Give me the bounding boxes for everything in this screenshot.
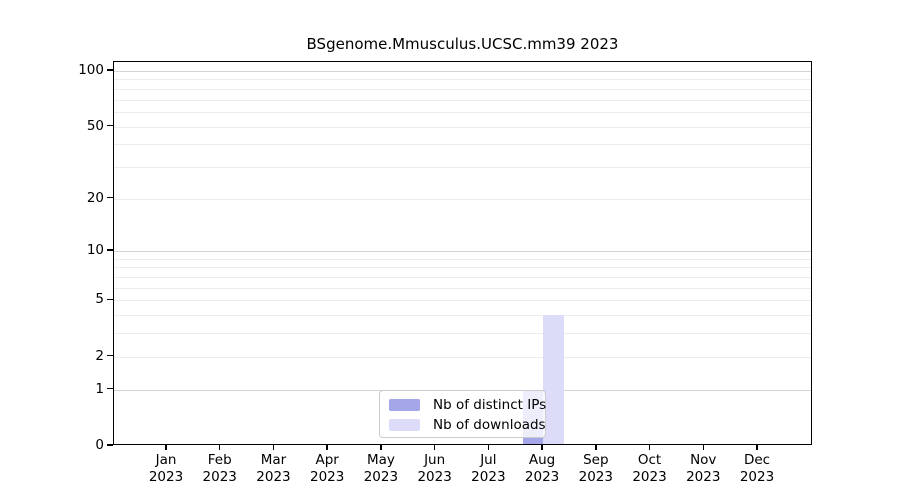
x-tick-label-year-feb: 2023 — [202, 469, 237, 485]
gridline-y-9 — [114, 258, 811, 260]
x-tick-nov — [702, 445, 705, 450]
x-tick-label-month-sep: Sep — [583, 452, 609, 468]
x-tick-label-month-mar: Mar — [260, 452, 287, 468]
gridline-y-6 — [114, 287, 811, 289]
x-tick-label-year-apr: 2023 — [309, 469, 345, 485]
gridline-y-40 — [114, 144, 811, 146]
legend-label-downloads: Nb of downloads — [433, 417, 546, 433]
x-tick-label-year-mar: 2023 — [256, 469, 291, 485]
x-tick-apr — [326, 445, 328, 450]
chart-title: BSgenome.Mmusculus.UCSC.mm39 2023 — [306, 35, 619, 53]
y-tick-label-20: 20 — [86, 189, 104, 206]
legend-label-distinct-ips: Nb of distinct IPs — [433, 397, 547, 413]
x-tick-label-year-jun: 2023 — [417, 469, 452, 485]
x-tick-may — [380, 445, 382, 450]
gridline-y-100 — [114, 71, 811, 72]
gridline-y-3 — [114, 333, 811, 335]
gridline-y-2 — [114, 356, 811, 358]
x-tick-label-year-jul: 2023 — [471, 469, 506, 485]
y-tick-100 — [107, 69, 113, 71]
x-tick-mar — [272, 445, 275, 450]
y-tick-label-0: 0 — [95, 437, 104, 453]
gridline-y-20 — [114, 198, 811, 200]
y-tick-10 — [107, 249, 113, 251]
y-tick-2 — [107, 354, 113, 357]
gridline-y-90 — [114, 79, 811, 81]
x-tick-jun — [433, 445, 436, 450]
legend-entry-distinct-ips: Nb of distinct IPs — [389, 395, 547, 415]
gridline-y-70 — [114, 99, 811, 101]
gridline-y-10 — [114, 251, 811, 253]
x-tick-oct — [648, 445, 651, 450]
x-tick-label-year-dec: 2023 — [739, 469, 775, 485]
x-tick-feb — [218, 445, 221, 450]
y-tick-label-2: 2 — [95, 347, 104, 364]
bar-downloads-aug — [543, 315, 564, 445]
x-tick-jan — [165, 445, 167, 450]
gridline-y-5 — [114, 300, 811, 302]
y-tick-5 — [107, 298, 113, 301]
x-tick-label-year-aug: 2023 — [524, 469, 560, 485]
y-tick-20 — [107, 196, 113, 199]
gridline-y-8 — [114, 267, 811, 269]
y-tick-label-5: 5 — [95, 291, 104, 308]
x-tick-label-month-aug: Aug — [528, 452, 556, 468]
legend: Nb of distinct IPs Nb of downloads — [379, 390, 546, 438]
plot-area — [113, 61, 812, 445]
x-tick-label-month-apr: Apr — [315, 452, 339, 468]
y-tick-label-100: 100 — [78, 62, 104, 78]
x-tick-label-month-feb: Feb — [207, 452, 232, 468]
y-tick-50 — [107, 124, 113, 127]
legend-swatch-downloads-icon — [389, 419, 420, 431]
x-tick-label-year-oct: 2023 — [632, 469, 667, 485]
x-tick-label-month-jan: Jan — [155, 452, 177, 468]
y-tick-0 — [107, 444, 113, 446]
gridline-y-30 — [114, 166, 811, 168]
x-tick-label-month-oct: Oct — [637, 452, 662, 468]
gridline-y-4 — [114, 315, 811, 317]
x-tick-label-year-nov: 2023 — [686, 469, 721, 485]
legend-swatch-distinct-ips-icon — [389, 399, 420, 411]
gridline-y-80 — [114, 88, 811, 90]
x-tick-label-year-jan: 2023 — [148, 469, 184, 485]
gridline-y-60 — [114, 111, 811, 113]
gridline-y-7 — [114, 277, 811, 279]
x-tick-label-year-may: 2023 — [363, 469, 399, 485]
x-tick-label-month-nov: Nov — [690, 452, 717, 468]
y-tick-label-10: 10 — [86, 242, 104, 259]
x-tick-jul — [487, 445, 490, 450]
x-tick-label-month-jul: Jul — [480, 452, 497, 468]
y-tick-1 — [107, 387, 113, 390]
x-tick-label-month-dec: Dec — [743, 452, 771, 468]
x-tick-label-month-jun: Jun — [424, 452, 446, 468]
x-tick-sep — [595, 445, 597, 450]
x-tick-label-year-sep: 2023 — [578, 469, 613, 485]
legend-entry-downloads: Nb of downloads — [389, 415, 546, 435]
gridline-y-50 — [114, 126, 811, 128]
x-tick-dec — [756, 445, 758, 450]
y-tick-label-1: 1 — [95, 380, 104, 397]
y-tick-label-50: 50 — [86, 117, 104, 134]
x-tick-aug — [541, 445, 543, 450]
x-tick-label-month-may: May — [366, 452, 395, 468]
